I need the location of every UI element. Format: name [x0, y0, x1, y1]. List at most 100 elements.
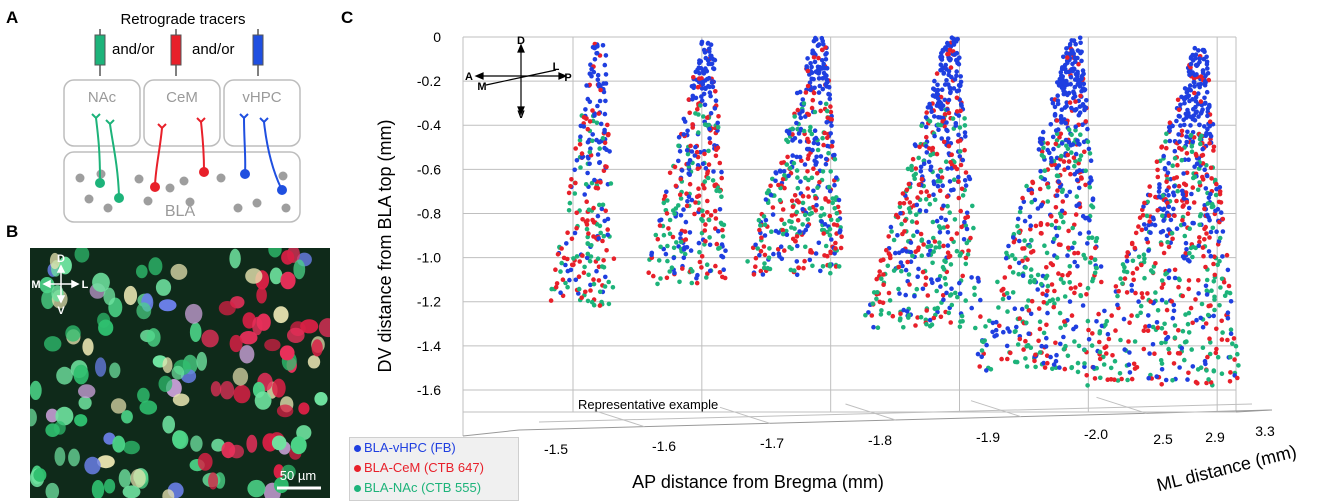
scatter-point [658, 244, 663, 250]
scatter-point [1089, 235, 1095, 240]
scatter-point [811, 54, 817, 60]
scatter-point [1150, 342, 1156, 347]
scatter-point [819, 219, 824, 224]
scatter-point [1139, 227, 1145, 233]
scatter-point [1225, 310, 1231, 316]
scatter-point [963, 170, 969, 175]
scatter-point [1071, 89, 1076, 94]
scatter-point [794, 120, 799, 126]
scatter-point [940, 183, 945, 188]
scatter-point [938, 169, 944, 174]
scatter-point [926, 159, 932, 165]
scatter-point [1097, 356, 1103, 362]
scatter-point [1058, 277, 1064, 282]
cell [185, 303, 203, 324]
scatter-point [713, 216, 719, 221]
scatter-point [913, 323, 918, 328]
cell [136, 302, 152, 320]
scatter-point [588, 282, 593, 288]
scatter-point [577, 137, 583, 143]
scatter-point [1012, 306, 1018, 312]
y-axis-label: DV distance from BLA top (mm) [375, 119, 395, 372]
scatter-point [677, 192, 683, 197]
cell [197, 452, 213, 471]
scatter-point [1215, 206, 1221, 212]
scatter-point [874, 296, 879, 302]
scatter-point [1074, 203, 1079, 209]
scatter-point [1008, 350, 1013, 356]
x-tick-label: -1.8 [868, 432, 892, 448]
scatter-point [573, 146, 578, 151]
scatter-point [1195, 367, 1201, 372]
scatter-point [751, 272, 757, 277]
scatter-point [1038, 174, 1044, 180]
scatter-point [1194, 317, 1199, 323]
scatter-point [918, 231, 924, 237]
scatter-point [662, 193, 668, 199]
scatter-point [685, 128, 690, 134]
scatter-point [1085, 139, 1091, 144]
scatter-point [1006, 243, 1011, 249]
scatter-point [683, 219, 689, 225]
scatter-point [1045, 310, 1050, 316]
scatter-point [1074, 169, 1080, 174]
scatter-point [1203, 80, 1208, 85]
scatter-point [665, 258, 670, 264]
scatter-point [1098, 375, 1103, 381]
scatter-point [574, 225, 579, 231]
scatter-point [796, 131, 802, 136]
scatter-point [946, 82, 951, 87]
scatter-point [697, 71, 702, 76]
scatter-point [1155, 208, 1160, 213]
scatter-point [715, 124, 721, 130]
scatter-point [649, 252, 654, 258]
scatter-point [781, 169, 787, 174]
scatter-point [708, 93, 713, 99]
cell [172, 430, 189, 450]
cell [211, 438, 225, 452]
scatter-point [816, 42, 822, 47]
scatter-point [682, 251, 688, 257]
scatter-point [1018, 205, 1023, 211]
scatter-point [571, 256, 576, 261]
scatter-point [927, 201, 933, 207]
scatter-point [988, 367, 994, 372]
scatter-point [811, 188, 816, 194]
scatter-point [1027, 244, 1033, 249]
cell [162, 489, 175, 498]
scatter-point [1217, 235, 1223, 241]
scatter-point [1053, 340, 1058, 346]
scatter-point [935, 96, 941, 101]
scatter-point [576, 286, 582, 292]
scatter-point [1103, 344, 1109, 349]
scatter-point [1205, 201, 1211, 206]
scatter-point [765, 265, 770, 271]
cell [130, 469, 146, 488]
y-tick-label: -1.4 [417, 338, 441, 354]
scatter-point [601, 258, 606, 263]
scatter-point [1200, 47, 1206, 53]
scatter-point [1105, 377, 1110, 383]
scatter-point [803, 244, 808, 250]
scatter-point [704, 262, 710, 268]
panel-b-label: B [6, 222, 19, 241]
scatter-point [590, 217, 595, 223]
scatter-point [984, 368, 989, 373]
scatter-point [691, 75, 696, 80]
scatter-point [938, 284, 943, 289]
scatter-point [1052, 104, 1058, 110]
scatter-point [871, 324, 876, 330]
scatter-point [1071, 38, 1077, 44]
scatter-point [897, 204, 903, 210]
scatter-point [1050, 134, 1056, 140]
scatter-point [814, 171, 820, 176]
scatter-point [1197, 235, 1202, 240]
scatter-point [686, 194, 692, 199]
scatter-point [931, 86, 936, 91]
scatter-point [1209, 176, 1214, 181]
scatter-point [1145, 328, 1151, 334]
scatter-point [1212, 307, 1217, 313]
scatter-point [759, 235, 764, 240]
scatter-point [1186, 278, 1192, 283]
scatter-point [588, 288, 593, 293]
